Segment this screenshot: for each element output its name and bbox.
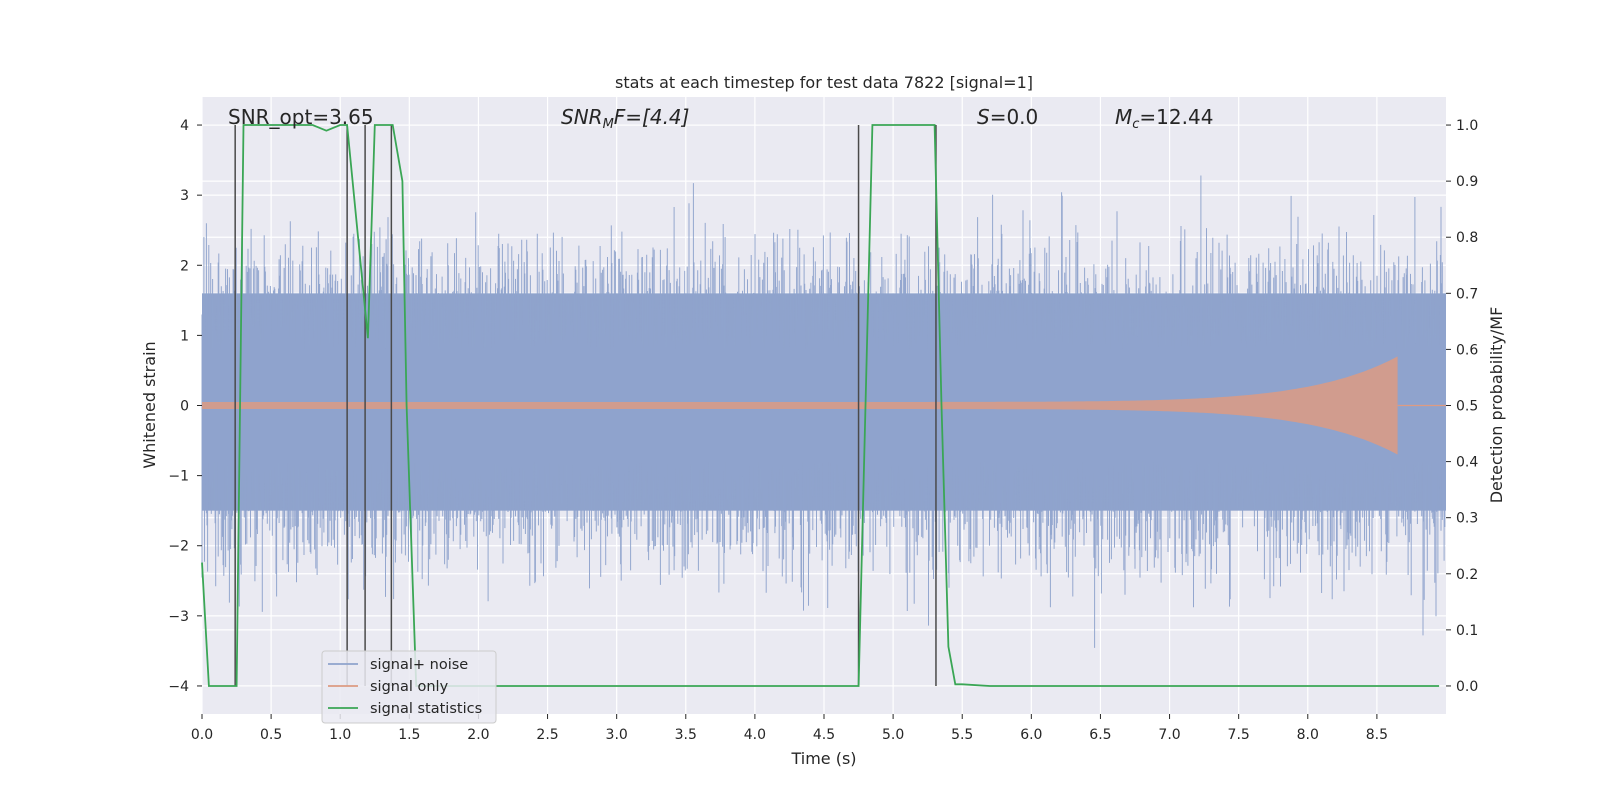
x-ticks: 0.0 0.5 1.0 1.5 2.0 2.5 3.0 3.5 4.0 4.5 5.0 5.5 6.0 6… [191, 714, 1388, 743]
x-tick-label-9: 4.5 [813, 727, 835, 743]
x-tick-label-2: 1.0 [329, 727, 351, 743]
y-axis-label: Whitened strain [140, 341, 159, 468]
y2-tick-label-6: 0.4 [1456, 455, 1478, 471]
legend-label-signal-only: signal only [370, 679, 449, 695]
y-tick-label-0: 4 [180, 118, 189, 134]
annotation-snr-mf: SNRMF=[4.4] [561, 105, 689, 132]
x-tick-label-0: 0.0 [191, 727, 213, 743]
y-tick-label-6: −2 [168, 539, 189, 555]
annotation-snr-opt: SNR_opt=3.65 [228, 105, 374, 129]
snr-mf-sub: M [603, 117, 614, 132]
x-tick-label-14: 7.0 [1158, 727, 1180, 743]
x-tick-label-10: 5.0 [882, 727, 904, 743]
x-tick-label-6: 3.0 [606, 727, 628, 743]
mc-rest: =12.44 [1139, 105, 1213, 129]
y2-tick-label-2: 0.8 [1456, 230, 1478, 246]
signal-statistics-line [201, 124, 1440, 687]
y2-tick-label-7: 0.3 [1456, 511, 1478, 527]
chart-title: stats at each timestep for test data 782… [615, 73, 1033, 92]
s-italic: S [977, 105, 990, 129]
y-ticks: 4 3 2 1 0 −1 −2 −3 −4 [168, 118, 202, 695]
mc-base: M [1115, 105, 1132, 129]
y-tick-label-2: 2 [180, 258, 189, 274]
y2-tick-label-10: 0.0 [1456, 679, 1478, 695]
y-tick-label-5: −1 [168, 469, 189, 485]
y2-tick-label-0: 1.0 [1456, 118, 1478, 134]
legend-box [321, 650, 497, 724]
signal-only-series [202, 356, 1446, 455]
x-tick-label-5: 2.5 [536, 727, 558, 743]
legend-label-signal-statistics: signal statistics [370, 701, 482, 717]
y-tick-label-1: 3 [180, 188, 189, 204]
y2-ticks: 1.0 0.9 0.8 0.7 0.6 0.5 0.4 0.3 0.2 0.1 0.0 [1446, 118, 1478, 695]
y2-tick-label-4: 0.6 [1456, 342, 1478, 358]
y2-tick-label-1: 0.9 [1456, 174, 1478, 190]
x-tick-label-7: 3.5 [675, 727, 697, 743]
y2-tick-label-8: 0.2 [1456, 567, 1478, 583]
signal-only-envelope [202, 356, 1398, 455]
x-tick-label-17: 8.5 [1366, 727, 1388, 743]
x-tick-label-3: 1.5 [398, 727, 420, 743]
y-tick-label-3: 1 [180, 328, 189, 344]
x-axis-label: Time (s) [790, 749, 856, 768]
snr-mf-base: SNR [561, 105, 603, 129]
s-rest: =0.0 [990, 105, 1039, 129]
x-tick-label-11: 5.5 [951, 727, 973, 743]
y2-axis-label: Detection probability/MF [1487, 307, 1506, 504]
x-tick-label-1: 0.5 [260, 727, 282, 743]
annotation-s: S=0.0 [977, 105, 1038, 129]
vertical-markers [234, 125, 937, 686]
annotation-mc: Mc=12.44 [1115, 105, 1213, 132]
x-tick-label-8: 4.0 [744, 727, 766, 743]
y2-tick-label-9: 0.1 [1456, 623, 1478, 639]
snr-mf-rest: F=[4.4] [614, 105, 690, 129]
x-tick-label-15: 7.5 [1228, 727, 1250, 743]
y2-tick-label-3: 0.7 [1456, 286, 1478, 302]
y-tick-label-4: 0 [180, 399, 189, 415]
mc-sub: c [1132, 117, 1139, 132]
legend-label-signal-noise: signal+ noise [370, 657, 468, 673]
x-tick-label-12: 6.0 [1020, 727, 1042, 743]
legend: signal+ noise signal only signal statist… [321, 650, 497, 724]
x-tick-label-13: 6.5 [1089, 727, 1111, 743]
y-tick-label-8: −4 [168, 679, 189, 695]
x-tick-label-4: 2.0 [467, 727, 489, 743]
x-tick-label-16: 8.0 [1297, 727, 1319, 743]
y2-tick-label-5: 0.5 [1456, 399, 1478, 415]
y-tick-label-7: −3 [168, 609, 189, 625]
